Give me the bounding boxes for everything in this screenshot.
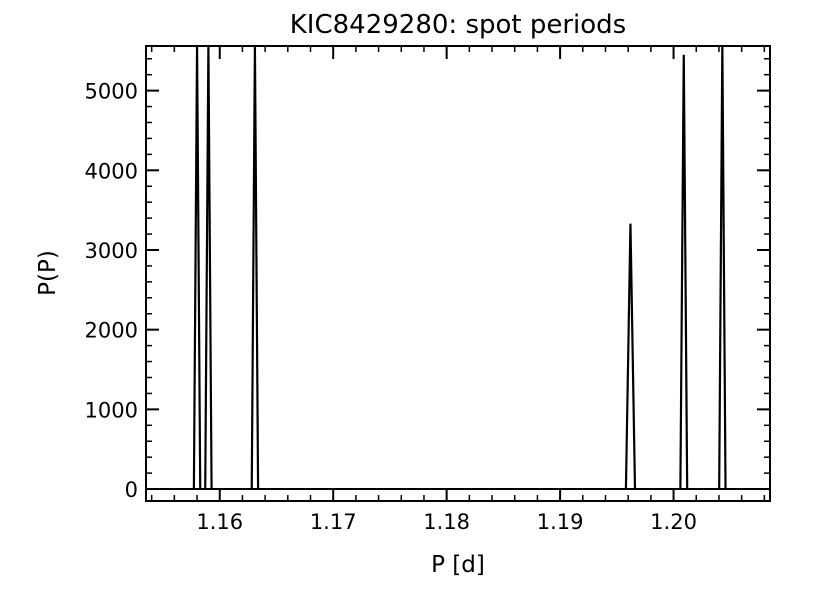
chart-title: KIC8429280: spot periods [290, 10, 626, 40]
y-tick-label: 0 [125, 478, 138, 502]
x-axis-label: P [d] [431, 552, 485, 578]
x-tick-label: 1.20 [650, 510, 697, 534]
series-peak [718, 46, 727, 490]
series-peak [250, 46, 260, 490]
tick-labels: 1.16 1.17 1.18 1.19 1.20 0 1000 2000 3000 4000 500… [85, 80, 697, 534]
x-tick-label: 1.19 [537, 510, 584, 534]
series-group [146, 46, 770, 491]
axis-ticks [146, 46, 770, 501]
y-tick-label: 3000 [85, 239, 138, 263]
x-tick-label: 1.16 [196, 510, 243, 534]
y-tick-label: 1000 [85, 398, 138, 422]
x-tick-label: 1.17 [310, 510, 357, 534]
series-peak [192, 46, 202, 490]
plot-frame [145, 45, 771, 502]
x-tick-label: 1.18 [423, 510, 470, 534]
series-peak [679, 54, 689, 490]
series-peak [624, 223, 637, 490]
y-tick-label: 2000 [85, 319, 138, 343]
y-tick-label: 4000 [85, 159, 138, 183]
y-tick-label: 5000 [85, 80, 138, 104]
series-peak [204, 46, 213, 490]
y-axis-label: P(P) [35, 250, 61, 296]
